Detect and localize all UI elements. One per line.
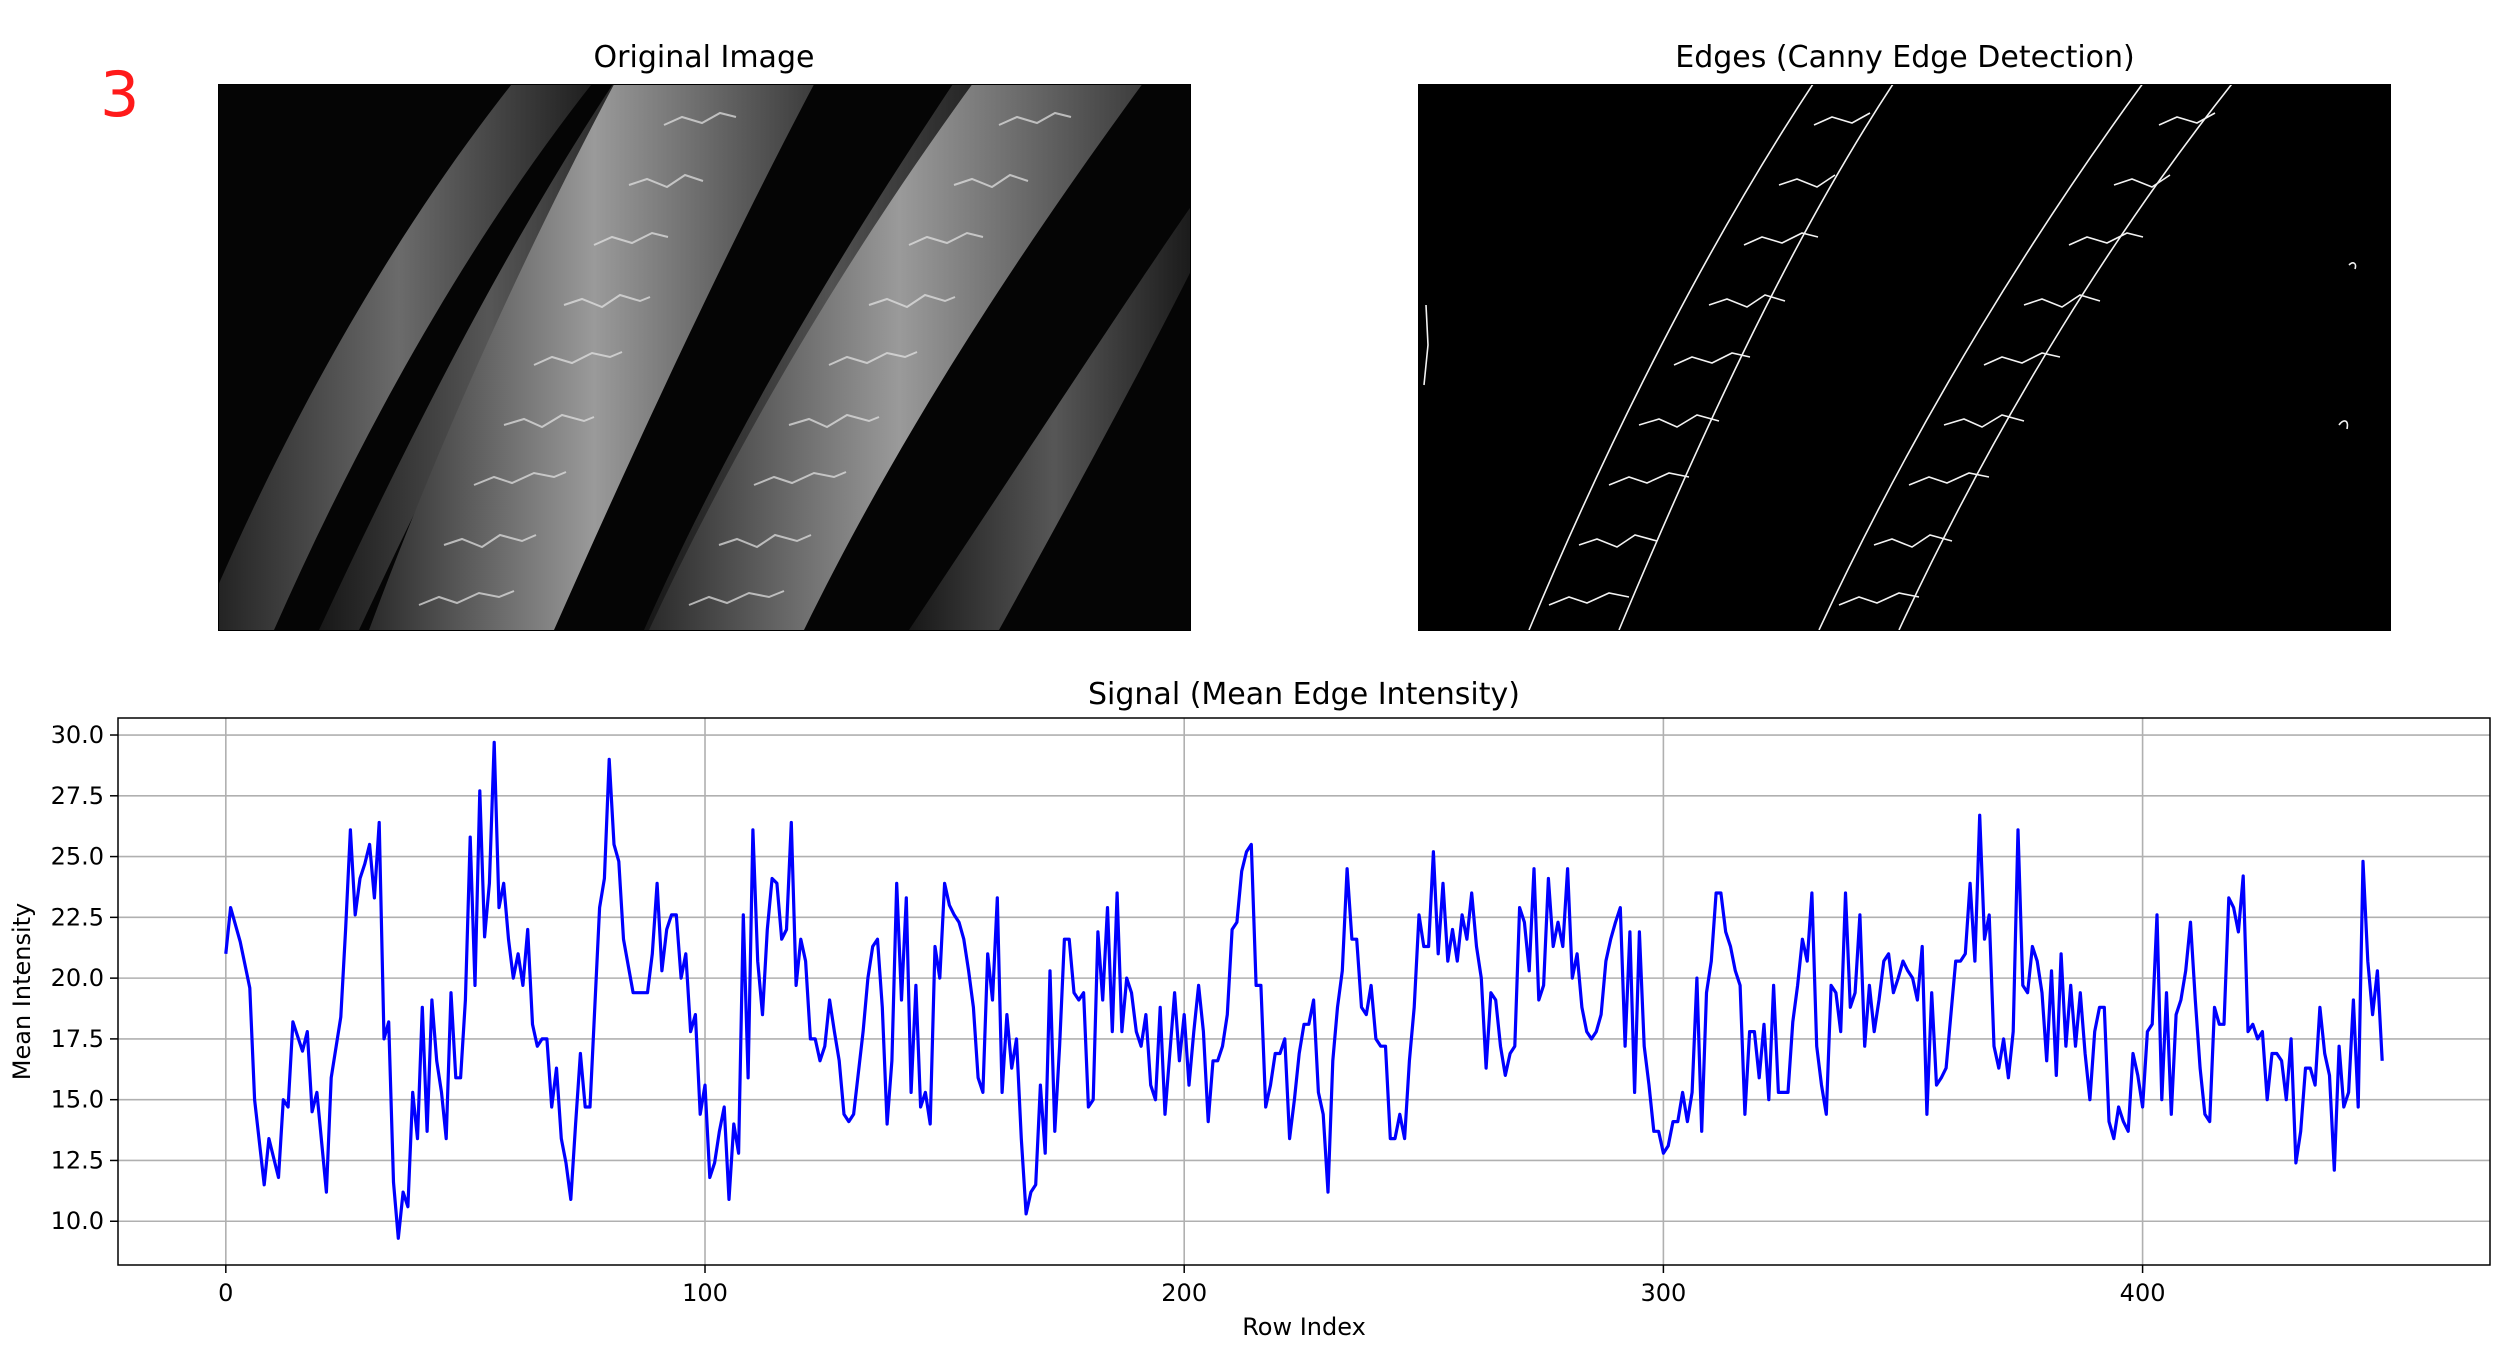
plot-frame	[117, 717, 2491, 1266]
axis-ticks: 0 100 200 300 400 10.0 12.5 15.0 17.5 20.0 22.5 25.…	[51, 721, 2166, 1307]
x-tick-label: 400	[2120, 1279, 2166, 1307]
edges-image	[1418, 84, 2391, 631]
original-image-graphic	[219, 85, 1190, 630]
original-image	[218, 84, 1191, 631]
grid-lines	[118, 718, 2490, 1265]
y-tick-label: 15.0	[51, 1086, 104, 1114]
y-tick-label: 22.5	[51, 903, 104, 931]
y-tick-label: 17.5	[51, 1025, 104, 1053]
signal-line	[224, 740, 2384, 1240]
x-tick-label: 100	[682, 1279, 728, 1307]
edges-image-title: Edges (Canny Edge Detection)	[1675, 40, 2135, 75]
y-tick-label: 25.0	[51, 843, 104, 871]
y-tick-label: 12.5	[51, 1146, 104, 1174]
x-tick-label: 300	[1640, 1279, 1686, 1307]
series-layer	[224, 740, 2384, 1240]
y-tick-label: 27.5	[51, 782, 104, 810]
y-axis-label: Mean Intensity	[8, 903, 36, 1080]
x-tick-label: 0	[218, 1279, 233, 1307]
y-tick-label: 10.0	[51, 1207, 104, 1235]
y-tick-label: 20.0	[51, 964, 104, 992]
panel-number: 3	[100, 58, 140, 131]
original-image-title: Original Image	[593, 40, 815, 75]
chart-title: Signal (Mean Edge Intensity)	[1088, 677, 1520, 712]
x-axis-label: Row Index	[1242, 1313, 1366, 1341]
x-tick-label: 200	[1161, 1279, 1207, 1307]
y-tick-label: 30.0	[51, 721, 104, 749]
edges-image-graphic	[1419, 85, 2390, 630]
